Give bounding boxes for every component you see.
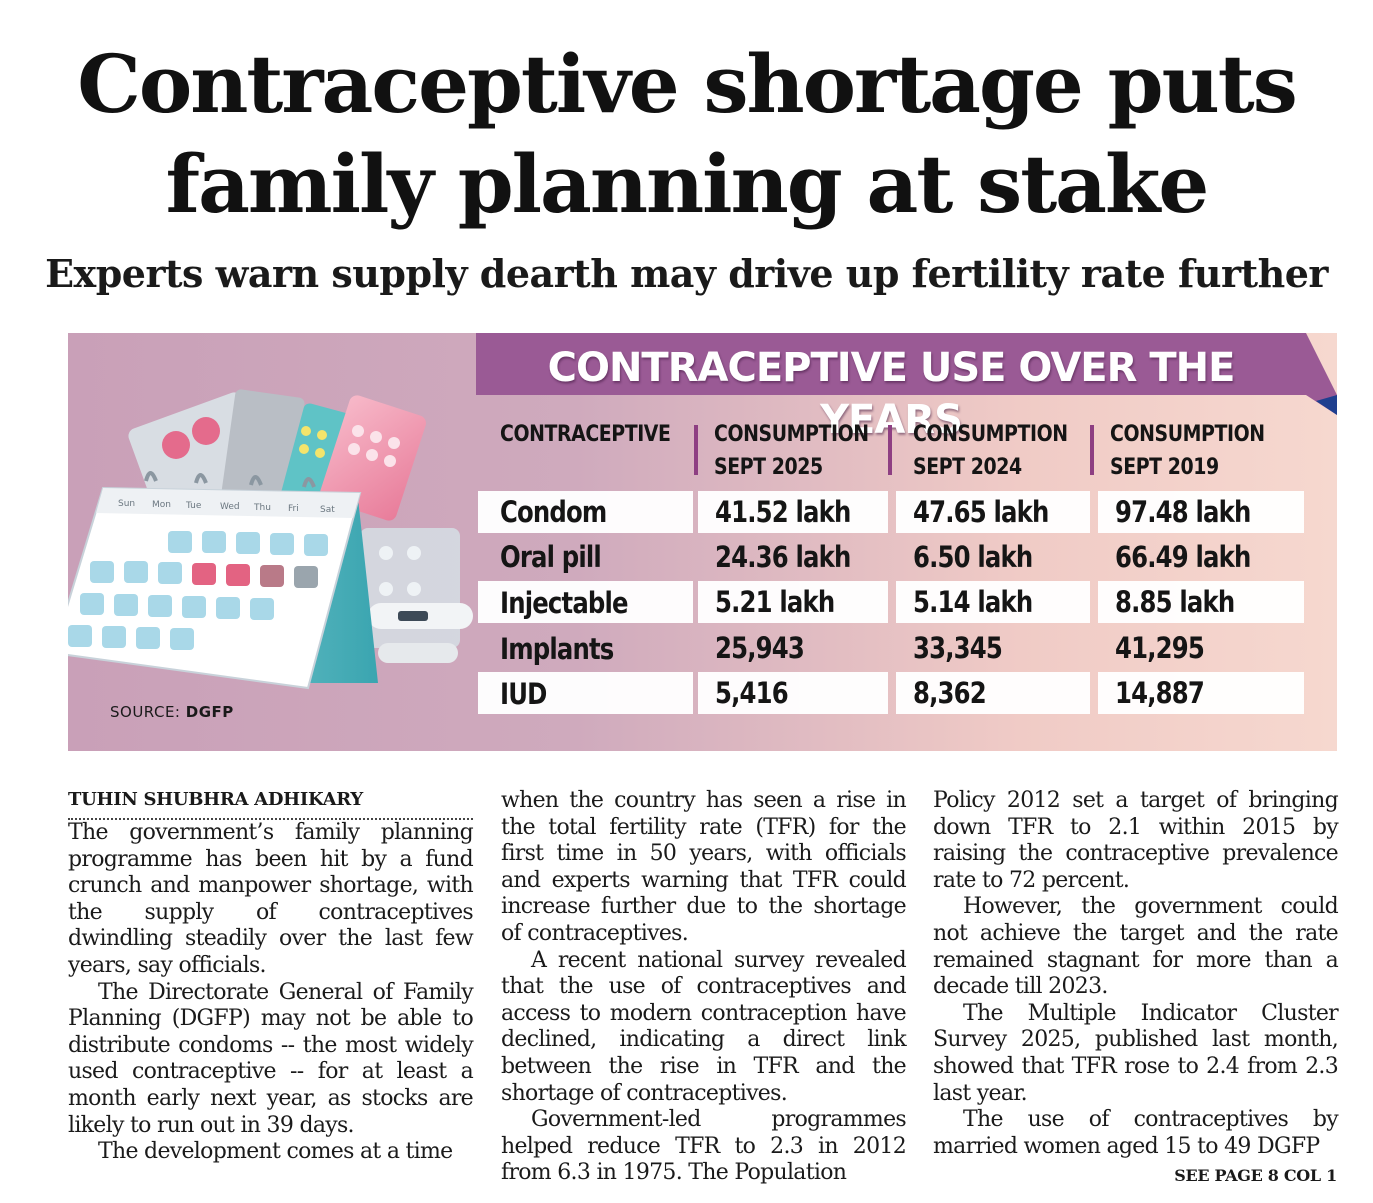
- row-name-implants: Implants: [500, 632, 614, 666]
- test-kit: [368, 603, 473, 663]
- calendar-pills-illustration: Sun Mon Tue Wed Thu Fri Sat: [68, 389, 473, 690]
- paragraph: when the country has seen a rise in the …: [501, 788, 907, 946]
- table-cell: 5.21 lakh: [698, 581, 888, 623]
- table-cell: 47.65 lakh: [896, 491, 1090, 533]
- cell-injectable-2025: 5.21 lakh: [715, 585, 835, 619]
- infographic: Sun Mon Tue Wed Thu Fri Sat SOURCE: DGFP…: [68, 333, 1337, 751]
- cell-condom-2025: 41.52 lakh: [715, 495, 851, 529]
- calendar-day-fri: Fri: [288, 504, 299, 514]
- continuation-note[interactable]: SEE PAGE 8 COL 1: [1174, 1166, 1337, 1185]
- cell-oral-pill-2024: 6.50 lakh: [913, 540, 1033, 574]
- header-contraceptive: CONTRACEPTIVE: [500, 422, 671, 447]
- table-cell: 5,416: [698, 672, 888, 714]
- article-column-3: Policy 2012 set a target of bringing dow…: [933, 788, 1339, 1188]
- calendar-day-mon: Mon: [152, 500, 171, 510]
- table-cell: 24.36 lakh: [698, 536, 888, 578]
- calendar-day-tue: Tue: [185, 501, 202, 511]
- table-title: CONTRACEPTIVE USE OVER THE YEARS: [547, 345, 1236, 443]
- table-cell: 6.50 lakh: [896, 536, 1090, 578]
- header-divider: [888, 425, 892, 475]
- paragraph: However, the government could not achiev…: [933, 894, 1339, 1000]
- calendar-day-sat: Sat: [320, 505, 335, 515]
- cell-injectable-2019: 8.85 lakh: [1115, 585, 1235, 619]
- paragraph: Government-led programmes helped reduce …: [501, 1107, 907, 1186]
- cell-oral-pill-2019: 66.49 lakh: [1115, 540, 1251, 574]
- table-cell: 41.52 lakh: [698, 491, 888, 533]
- pill-pack-silver: [221, 389, 305, 507]
- cell-oral-pill-2025: 24.36 lakh: [715, 540, 851, 574]
- blister-pack-clear: [360, 528, 460, 648]
- source-note: SOURCE: DGFP: [110, 703, 234, 721]
- row-name-injectable: Injectable: [500, 586, 629, 620]
- table-cell: 97.48 lakh: [1098, 491, 1304, 533]
- table-cell: 66.49 lakh: [1098, 536, 1304, 578]
- source-label: SOURCE:: [110, 703, 181, 721]
- header-divider: [1090, 425, 1094, 475]
- paragraph: The Directorate General of Family Planni…: [68, 979, 474, 1138]
- row-name-iud: IUD: [500, 677, 547, 711]
- paragraph: The Multiple Indicator Cluster Survey 20…: [933, 1000, 1339, 1106]
- byline: TUHIN SHUBHRA ADHIKARY: [68, 788, 473, 820]
- paragraph: The government’s family planning program…: [68, 820, 474, 978]
- calendar-page: [68, 471, 362, 690]
- cell-condom-2024: 47.65 lakh: [913, 495, 1049, 529]
- header-divider: [694, 425, 698, 475]
- banner-shape: [476, 333, 1337, 415]
- headline-line-1: Contraceptive shortage puts: [77, 37, 1298, 131]
- cell-iud-2025: 5,416: [715, 676, 789, 710]
- header-2025-line2: SEPT 2025: [714, 455, 823, 480]
- cell-iud-2019: 14,887: [1115, 676, 1205, 710]
- cell-implants-2025: 25,943: [715, 631, 805, 665]
- table-cell: 8,362: [896, 672, 1090, 714]
- pill-pack-pink: [320, 395, 426, 521]
- table-row-label-cell: [478, 491, 693, 533]
- cell-condom-2019: 97.48 lakh: [1115, 495, 1251, 529]
- header-2019-line1: CONSUMPTION: [1110, 422, 1265, 447]
- table-cell: 14,887: [1098, 672, 1304, 714]
- cell-implants-2019: 41,295: [1115, 631, 1205, 665]
- header-2025-line1: CONSUMPTION: [714, 422, 869, 447]
- article-column-1: TUHIN SHUBHRA ADHIKARY The government’s …: [68, 788, 474, 1188]
- calendar-day-thu: Thu: [253, 503, 271, 513]
- cell-injectable-2024: 5.14 lakh: [913, 585, 1033, 619]
- paragraph: The use of contraceptives by married wom…: [933, 1107, 1339, 1159]
- cell-implants-2024: 33,345: [913, 631, 1003, 665]
- header-2024-line2: SEPT 2024: [913, 455, 1022, 480]
- cell-iud-2024: 8,362: [913, 676, 987, 710]
- headline-line-2: family planning at stake: [165, 137, 1210, 231]
- calendar-day-sun: Sun: [118, 499, 135, 509]
- table-cell: 41,295: [1098, 627, 1304, 669]
- header-2019-line2: SEPT 2019: [1110, 455, 1219, 480]
- row-name-condom: Condom: [500, 495, 607, 529]
- article-column-2: when the country has seen a rise in the …: [501, 788, 907, 1188]
- table-title-banner: CONTRACEPTIVE USE OVER THE YEARS: [476, 333, 1337, 443]
- paragraph: The development comes at a time: [98, 1139, 453, 1165]
- row-name-oral-pill: Oral pill: [500, 540, 602, 574]
- table-cell: 8.85 lakh: [1098, 581, 1304, 623]
- calendar-day-wed: Wed: [220, 502, 240, 512]
- paragraph: A recent national survey revealed that t…: [501, 947, 907, 1106]
- table-row-label-cell: [478, 581, 693, 623]
- paragraph: Policy 2012 set a target of bringing dow…: [933, 788, 1339, 893]
- header-2024-line1: CONSUMPTION: [913, 422, 1068, 447]
- table-row-label-cell: [478, 672, 693, 714]
- table-cell: 5.14 lakh: [896, 581, 1090, 623]
- table-cell: 25,943: [698, 627, 888, 669]
- source-name: DGFP: [185, 703, 234, 721]
- subheadline: Experts warn supply dearth may drive up …: [45, 251, 1328, 296]
- table-cell: 33,345: [896, 627, 1090, 669]
